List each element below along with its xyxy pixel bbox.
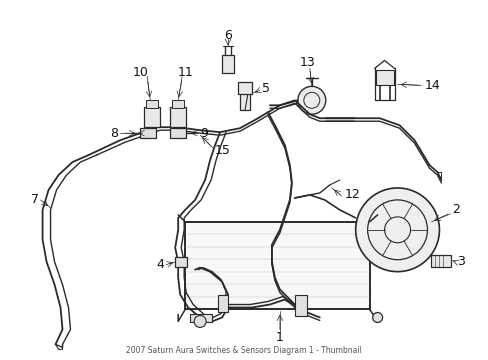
Bar bbox=[218, 294, 227, 312]
Bar bbox=[430, 255, 450, 267]
Circle shape bbox=[355, 188, 439, 272]
Bar bbox=[190, 315, 212, 323]
Bar bbox=[238, 82, 251, 94]
Circle shape bbox=[372, 312, 382, 323]
Bar bbox=[240, 88, 249, 110]
Text: 2007 Saturn Aura Switches & Sensors Diagram 1 - Thumbnail: 2007 Saturn Aura Switches & Sensors Diag… bbox=[126, 346, 361, 355]
Text: 11: 11 bbox=[177, 66, 193, 79]
Text: 6: 6 bbox=[224, 29, 231, 42]
Bar bbox=[294, 294, 306, 316]
Bar bbox=[170, 128, 186, 138]
Text: 7: 7 bbox=[31, 193, 39, 206]
Text: 5: 5 bbox=[262, 82, 269, 95]
Bar bbox=[144, 107, 160, 127]
Bar bbox=[140, 128, 156, 138]
Text: 3: 3 bbox=[456, 255, 464, 268]
Bar bbox=[170, 107, 186, 127]
Bar bbox=[222, 55, 234, 73]
Bar bbox=[185, 222, 369, 310]
Text: 8: 8 bbox=[110, 127, 118, 140]
Circle shape bbox=[297, 86, 325, 114]
Text: 10: 10 bbox=[132, 66, 148, 79]
Text: 14: 14 bbox=[424, 79, 439, 92]
Bar bbox=[175, 257, 187, 267]
Bar bbox=[172, 100, 184, 108]
Text: 12: 12 bbox=[344, 188, 360, 202]
Circle shape bbox=[194, 315, 205, 328]
Text: 15: 15 bbox=[215, 144, 230, 157]
Text: 4: 4 bbox=[156, 258, 164, 271]
Text: 13: 13 bbox=[299, 56, 315, 69]
Text: 1: 1 bbox=[275, 331, 283, 344]
Bar bbox=[375, 71, 393, 85]
Text: 2: 2 bbox=[451, 203, 459, 216]
Text: 9: 9 bbox=[200, 127, 207, 140]
Bar bbox=[146, 100, 158, 108]
